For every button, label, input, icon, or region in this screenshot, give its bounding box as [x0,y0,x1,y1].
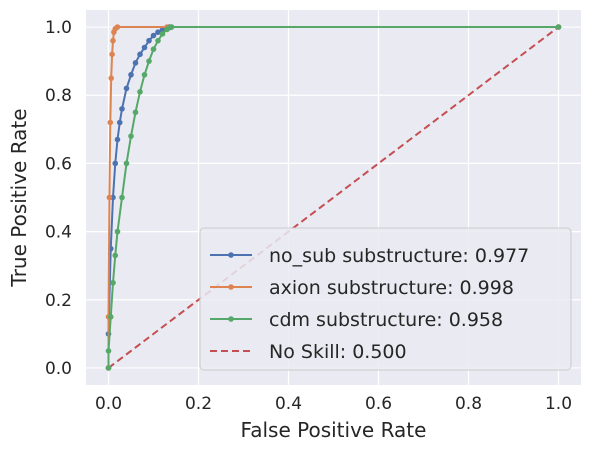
legend-label: axion substructure: 0.998 [269,277,514,299]
legend-label: No Skill: 0.500 [269,341,407,363]
data-point [116,119,123,126]
data-point [107,314,114,320]
data-point [112,160,119,167]
data-point [141,44,148,51]
data-point [114,24,121,30]
y-tick-label: 0.8 [45,86,72,106]
data-point [132,60,139,66]
legend-label: cdm substructure: 0.958 [269,309,503,331]
x-ticks: 0.0 0.2 0.4 0.6 0.8 1.0 [95,394,572,414]
x-tick-label: 0.8 [455,394,482,414]
data-point [150,32,157,39]
x-tick-label: 1.0 [545,394,572,414]
x-tick-label: 0.4 [275,394,302,414]
y-tick-label: 0.0 [45,359,72,379]
series-layer [105,24,562,371]
data-point [107,119,114,126]
legend-box [199,227,572,371]
series-line [107,26,560,369]
data-point [137,89,143,95]
series-line [107,26,559,368]
y-tick-label: 0.6 [45,154,72,174]
y-tick-label: 0.4 [45,223,72,243]
legend-marker [228,316,234,322]
y-ticks: 0.0 0.2 0.4 0.6 0.8 1.0 [45,18,72,379]
data-point [123,160,130,167]
data-point [108,75,114,81]
grid-lines [86,10,581,385]
data-point [141,71,148,78]
data-point [168,24,175,30]
data-point [155,37,161,44]
data-point [114,228,121,235]
data-point [105,348,112,354]
data-point [109,51,115,58]
data-point [132,109,139,116]
data-point [146,58,152,64]
data-point [110,37,116,44]
legend-label: no_sub substructure: 0.977 [269,245,529,267]
y-tick-label: 1.0 [45,18,72,38]
data-point [110,279,116,286]
data-point [123,85,130,92]
legend-marker [228,284,234,290]
legend-marker [228,252,234,258]
data-point [137,51,143,58]
x-axis-label: False Positive Rate [241,418,427,442]
data-point [128,133,134,139]
data-point [106,194,113,201]
data-point [150,46,157,53]
data-point [105,365,112,371]
data-point [159,31,166,37]
x-tick-label: 0.6 [365,394,392,414]
data-point [112,252,119,259]
data-point [119,106,125,112]
data-point [114,136,121,143]
data-point [146,37,152,44]
y-axis-label: True Positive Rate [7,108,31,287]
data-point [555,24,562,30]
data-point [119,194,125,201]
x-tick-label: 0.0 [95,394,122,414]
x-tick-label: 0.2 [185,394,212,414]
data-point [155,29,161,35]
legend: no_sub substructure: 0.977 axion substruc… [199,227,572,371]
y-tick-label: 0.2 [45,291,72,311]
data-point [128,71,134,78]
